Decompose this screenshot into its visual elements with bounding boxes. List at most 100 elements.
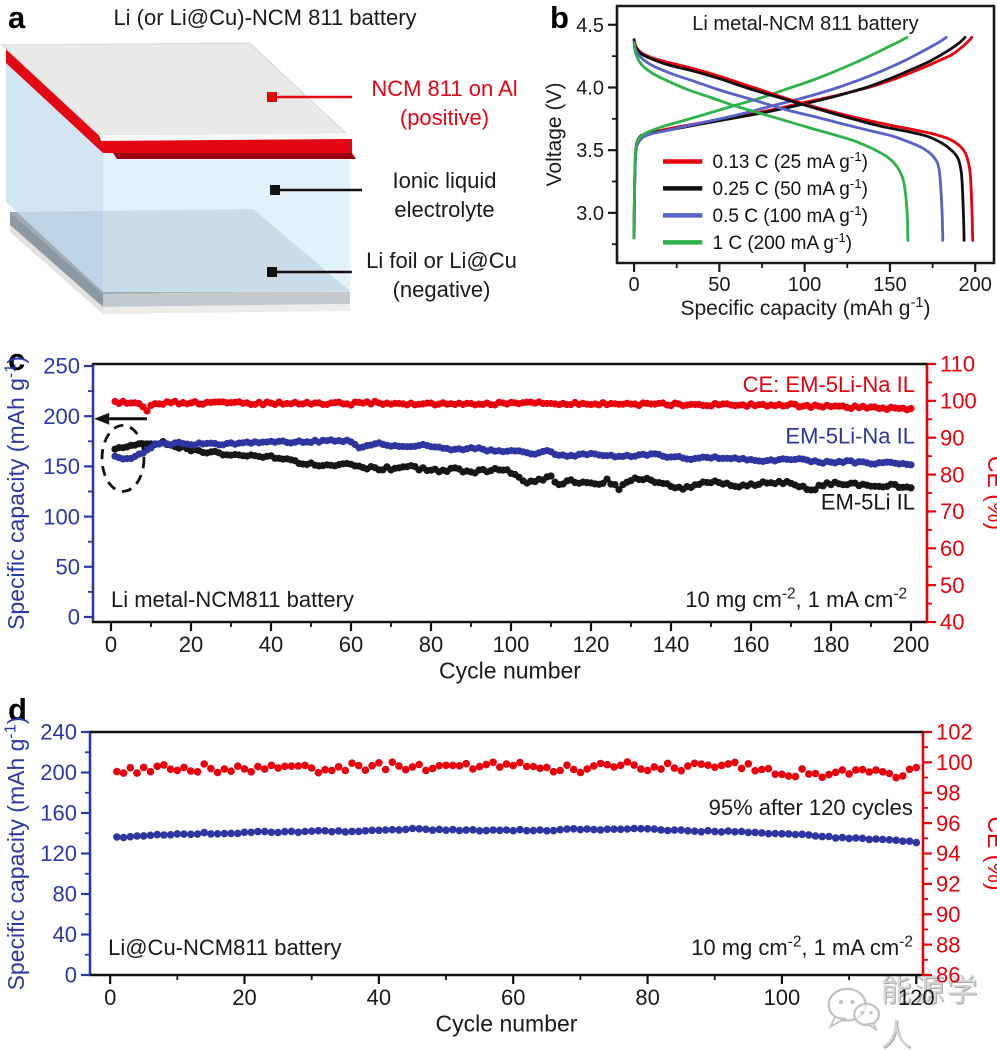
svg-text:95% after 120 cycles: 95% after 120 cycles	[709, 795, 913, 820]
panel-letter-a: a	[8, 0, 26, 35]
svg-text:160: 160	[40, 801, 77, 826]
svg-text:98: 98	[936, 781, 960, 806]
leader-positive-marker	[267, 92, 277, 102]
svg-text:4.0: 4.0	[576, 78, 604, 100]
label-negative: Li foil or Li@Cu (negative)	[344, 246, 539, 304]
ncm-front-band	[103, 139, 352, 153]
battery-schematic	[0, 42, 362, 314]
svg-text:10 mg cm-2, 1 mA cm-2: 10 mg cm-2, 1 mA cm-2	[685, 586, 907, 612]
label-positive-line1: NCM 811 on Al	[371, 76, 518, 101]
svg-text:40: 40	[259, 632, 283, 657]
chart-c: CE: EM-5Li-Na IL EM-5Li-Na IL EM-5Li IL Li …	[1, 352, 997, 684]
series-discharge-1c	[632, 42, 910, 242]
svg-text:Specific capacity (mAh g-1): Specific capacity (mAh g-1)	[1, 356, 29, 630]
al-front-edge	[99, 133, 348, 141]
svg-text:0.13 C (25 mA g-1): 0.13 C (25 mA g-1)	[713, 149, 868, 173]
watermark: 能源学人	[826, 970, 997, 1051]
svg-text:40: 40	[940, 610, 964, 635]
svg-text:160: 160	[733, 632, 770, 657]
svg-text:250: 250	[43, 354, 80, 379]
panel-letter-c: c	[8, 342, 26, 377]
svg-text:80: 80	[419, 632, 443, 657]
panel-letter-d: d	[8, 692, 27, 727]
axes: 0 50 100 150 200 3.0 3.5 4.0 4.5 Specific capacit…	[545, 4, 996, 320]
chart-b: 0.13 C (25 mA g-1) 0.25 C (50 mA g-1) 0.5…	[545, 4, 996, 320]
svg-text:120: 120	[573, 632, 610, 657]
svg-text:96: 96	[936, 811, 960, 836]
svg-text:0.25 C (50 mA g-1): 0.25 C (50 mA g-1)	[713, 176, 868, 200]
svg-text:100: 100	[936, 750, 973, 775]
panel-a-title: Li (or Li@Cu)-NCM 811 battery	[113, 5, 417, 30]
electrolyte-front-face	[103, 152, 350, 292]
series-discharge-0.5c	[632, 41, 945, 242]
svg-text:3.0: 3.0	[576, 203, 604, 225]
svg-text:20: 20	[179, 632, 203, 657]
svg-text:CE: EM-5Li-Na IL: CE: EM-5Li-Na IL	[743, 372, 915, 397]
svg-text:0: 0	[629, 274, 640, 296]
svg-text:60: 60	[339, 632, 363, 657]
svg-text:EM-5Li IL: EM-5Li IL	[821, 490, 915, 515]
svg-text:Li metal-NCM 811 battery: Li metal-NCM 811 battery	[692, 13, 918, 35]
annotations: CE: EM-5Li-Na IL EM-5Li-Na IL EM-5Li IL Li …	[94, 372, 915, 612]
label-negative-line1: Li foil or Li@Cu	[366, 248, 517, 273]
panel-letter-b: b	[550, 0, 569, 35]
series-ce-li-at-cu	[113, 758, 921, 782]
svg-text:100: 100	[764, 985, 801, 1010]
svg-text:Cycle number: Cycle number	[439, 657, 581, 683]
label-electrolyte-line1: Ionic liquid	[392, 168, 497, 193]
series-discharge-0.25c	[632, 38, 966, 242]
series-charge-1c	[632, 35, 909, 240]
svg-text:120: 120	[40, 841, 77, 866]
svg-text:0: 0	[105, 632, 117, 657]
ncm-left-band	[6, 49, 103, 153]
svg-text:200: 200	[43, 404, 80, 429]
label-positive: NCM 811 on Al (positive)	[352, 74, 537, 132]
wechat-logo-icon	[827, 987, 880, 1032]
svg-text:Specific capacity (mAh g-1): Specific capacity (mAh g-1)	[1, 717, 29, 991]
base-left-edge	[10, 225, 103, 314]
svg-text:Li@Cu-NCM811 battery: Li@Cu-NCM811 battery	[108, 935, 341, 960]
svg-text:1 C (200 mA g-1): 1 C (200 mA g-1)	[713, 230, 853, 254]
svg-text:0: 0	[68, 605, 80, 630]
label-electrolyte: Ionic liquid electrolyte	[362, 166, 527, 224]
svg-text:86: 86	[936, 963, 960, 988]
svg-text:80: 80	[53, 882, 77, 907]
svg-text:200: 200	[893, 632, 930, 657]
svg-text:20: 20	[232, 985, 256, 1010]
svg-text:94: 94	[936, 841, 960, 866]
axes: 0 20 40 60 80 100 120 0 40 80 120 160 200 240 86 88 90 92…	[1, 717, 997, 1037]
svg-text:CE (%): CE (%)	[983, 456, 997, 530]
label-electrolyte-line2: electrolyte	[394, 197, 495, 222]
leader-electrolyte-marker	[270, 185, 280, 195]
svg-text:50: 50	[940, 573, 964, 598]
svg-text:150: 150	[43, 454, 80, 479]
svg-text:200: 200	[40, 760, 77, 785]
svg-text:40: 40	[367, 985, 391, 1010]
foil-left-face	[10, 212, 103, 307]
svg-text:10 mg cm-2, 1 mA cm-2: 10 mg cm-2, 1 mA cm-2	[691, 933, 913, 959]
svg-text:180: 180	[813, 632, 850, 657]
series-capacity-li-at-cu	[113, 824, 921, 847]
axes: 0 20 40 60 80 100 120 140 160 180 200 0 50 100 150 200 2…	[1, 352, 997, 684]
watermark-text: 能源学人	[880, 973, 980, 1051]
svg-text:150: 150	[873, 274, 906, 296]
svg-text:102: 102	[936, 720, 973, 745]
svg-text:100: 100	[493, 632, 530, 657]
svg-text:100: 100	[940, 389, 977, 414]
svg-text:CE (%): CE (%)	[983, 816, 997, 890]
svg-text:92: 92	[936, 872, 960, 897]
svg-text:120: 120	[898, 985, 935, 1010]
svg-text:Specific capacity (mAh g-1): Specific capacity (mAh g-1)	[681, 295, 931, 320]
svg-text:Voltage (V): Voltage (V)	[545, 83, 566, 187]
svg-text:4.5: 4.5	[576, 15, 604, 37]
annotations: 95% after 120 cycles Li@Cu-NCM811 battery…	[108, 795, 913, 960]
svg-text:Li metal-NCM811 battery: Li metal-NCM811 battery	[111, 587, 354, 612]
svg-text:3.5: 3.5	[576, 140, 604, 162]
svg-text:60: 60	[940, 536, 964, 561]
svg-text:Cycle number: Cycle number	[436, 1010, 578, 1036]
svg-text:100: 100	[788, 274, 821, 296]
svg-text:80: 80	[635, 985, 659, 1010]
svg-text:50: 50	[708, 274, 730, 296]
svg-text:EM-5Li-Na IL: EM-5Li-Na IL	[785, 423, 915, 448]
label-positive-line2: (positive)	[399, 105, 490, 130]
